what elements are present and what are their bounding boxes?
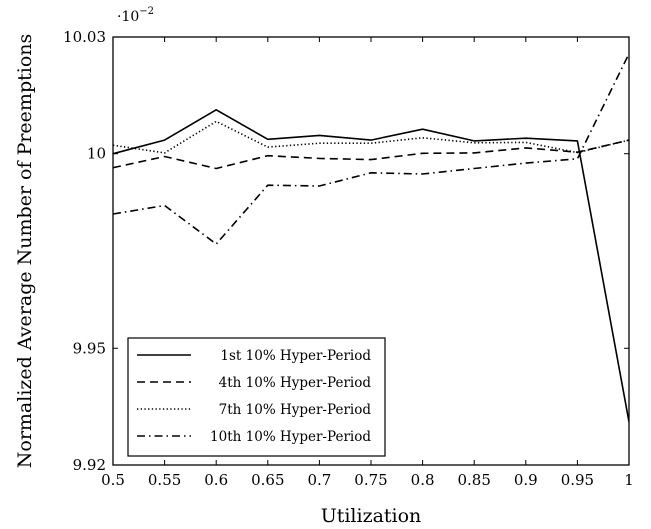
- y-axis-scale-label: ·10−2: [117, 6, 154, 25]
- y-tick-label: 9.95: [73, 339, 106, 357]
- y-tick-label: 10: [87, 145, 106, 163]
- x-tick-label: 0.7: [307, 471, 331, 489]
- x-tick-label: 0.55: [148, 471, 181, 489]
- legend: 1st 10% Hyper-Period 4th 10% Hyper-Period…: [127, 337, 386, 457]
- x-tick-label: 0.5: [101, 471, 125, 489]
- y-axis-scale-exponent: −2: [139, 6, 154, 17]
- x-tick-label: 0.6: [204, 471, 228, 489]
- x-tick-label: 0.85: [457, 471, 490, 489]
- y-axis-scale-base: ·10: [117, 9, 139, 25]
- x-tick-label: 0.75: [354, 471, 387, 489]
- x-axis-ticks: 0.5 0.55 0.6 0.65 0.7 0.75 0.8 0.85 0.9 0.95 1: [101, 37, 634, 489]
- x-tick-label: 0.8: [411, 471, 435, 489]
- legend-label: 4th 10% Hyper-Period: [219, 375, 372, 391]
- y-tick-label: 10.03: [63, 28, 106, 46]
- series-line-4: [113, 53, 629, 245]
- y-axis-title: Normalized Average Number of Preemptions: [14, 34, 36, 468]
- x-tick-label: 0.65: [251, 471, 284, 489]
- x-tick-label: 0.95: [561, 471, 594, 489]
- y-axis-ticks: 9.92 9.95 10 10.03: [63, 28, 629, 474]
- legend-label: 10th 10% Hyper-Period: [210, 429, 371, 445]
- series-line-2: [113, 139, 629, 170]
- legend-box: [127, 337, 386, 457]
- y-tick-label: 9.92: [73, 456, 106, 474]
- plot-lines: [113, 53, 629, 422]
- legend-label: 1st 10% Hyper-Period: [220, 348, 371, 364]
- x-axis-title: Utilization: [321, 505, 422, 527]
- series-line-1: [113, 109, 629, 422]
- x-tick-label: 0.9: [514, 471, 538, 489]
- series-line-3: [113, 120, 629, 154]
- legend-label: 7th 10% Hyper-Period: [219, 402, 372, 418]
- x-tick-label: 1: [624, 471, 634, 489]
